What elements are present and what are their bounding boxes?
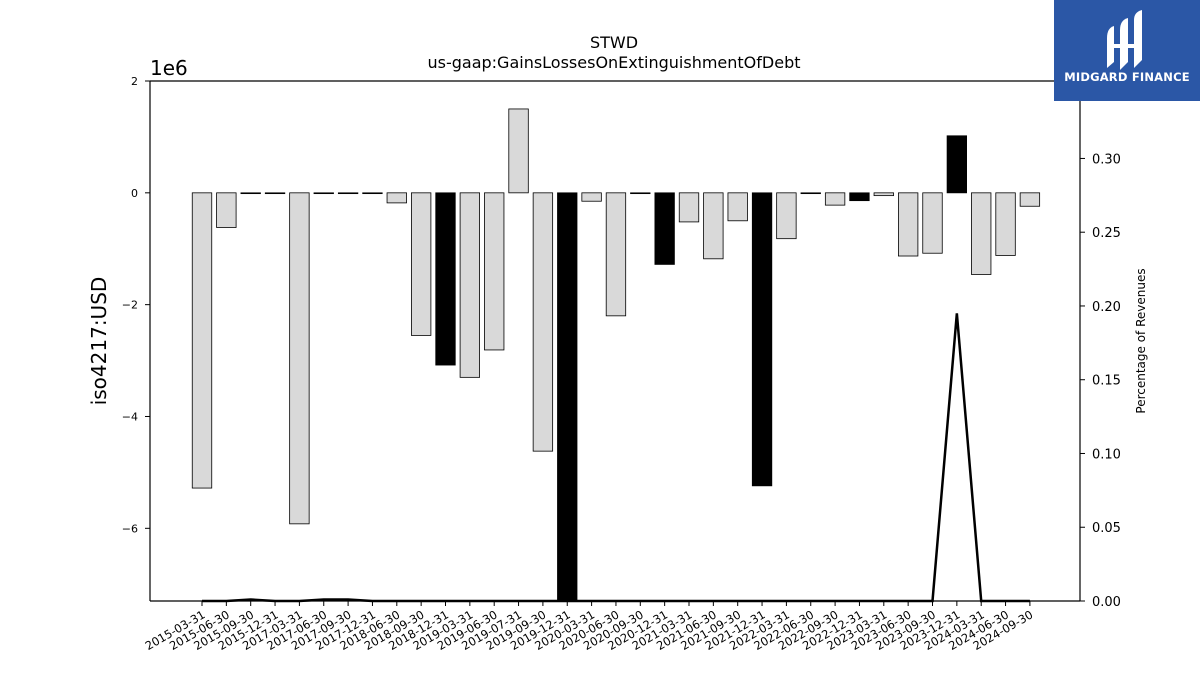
line-group (202, 313, 1030, 603)
y2-tick-label: 0.15 (1092, 374, 1121, 389)
bar-2019-06-30 (484, 192, 505, 351)
bar-2018-12-31 (435, 192, 456, 366)
bar-2021-09-30 (727, 192, 748, 222)
midgard-logo-icon (1107, 10, 1142, 70)
bar-2017-03-31 (289, 192, 310, 525)
y-tick-label: −6 (122, 522, 138, 535)
bar-2017-06-30 (313, 192, 334, 195)
y2-tick-label: 0.00 (1092, 595, 1121, 610)
y-tick-label: −2 (122, 299, 138, 312)
bar-2019-12-31 (557, 192, 578, 602)
y-tick-label: 0 (131, 187, 138, 200)
axes-group: 20−2−4−60.000.050.100.150.200.250.302015… (122, 75, 1121, 653)
bar-2017-12-31 (362, 192, 383, 195)
bar-2024-03-31 (971, 192, 992, 275)
bar-2015-06-30 (216, 192, 237, 228)
bar-2021-06-30 (703, 192, 724, 260)
chart-title: STWD (590, 33, 638, 52)
bar-2024-06-30 (995, 192, 1016, 256)
y2-tick-label: 0.25 (1092, 226, 1121, 241)
bar-2017-09-30 (337, 192, 359, 195)
bar-2019-09-30 (532, 192, 554, 452)
y-tick-label: −4 (122, 410, 138, 423)
bar-2024-09-30 (1019, 192, 1041, 207)
y2-tick-label: 0.05 (1092, 521, 1121, 536)
brand-name: MIDGARD FINANCE (1064, 70, 1190, 84)
bar-2015-03-31 (191, 192, 213, 489)
chart-subtitle: us-gaap:GainsLossesOnExtinguishmentOfDeb… (427, 53, 800, 72)
series-line-percentage-of-revenues (202, 313, 1030, 603)
y2-axis-label: Percentage of Revenues (1134, 268, 1148, 413)
y-offset-label: 1e6 (150, 56, 188, 80)
bar-2023-12-31 (946, 135, 967, 194)
y2-tick-label: 0.10 (1092, 447, 1121, 462)
bar-2023-09-30 (922, 192, 943, 254)
bar-2015-12-31 (264, 192, 286, 195)
bar-2022-03-31 (776, 192, 797, 240)
bar-2020-03-31 (581, 192, 602, 202)
bar-2022-12-31 (849, 192, 870, 202)
bar-2020-06-30 (605, 192, 627, 317)
bar-2022-09-30 (824, 192, 846, 206)
y2-tick-label: 0.20 (1092, 300, 1121, 315)
y2-tick-label: 0.30 (1092, 152, 1121, 167)
bar-2023-03-31 (873, 192, 894, 197)
bar-2022-06-30 (800, 192, 821, 195)
y-tick-label: 2 (131, 75, 138, 88)
bar-2015-09-30 (240, 192, 261, 195)
bar-2021-12-31 (751, 192, 773, 487)
bar-2020-09-30 (630, 192, 651, 195)
bar-2021-03-31 (678, 192, 700, 223)
y-axis-label: iso4217:USD (87, 277, 111, 406)
brand-logo: MIDGARD FINANCE (1054, 0, 1200, 101)
bar-2023-06-30 (898, 192, 919, 257)
bar-group (191, 108, 1041, 602)
bar-2019-07-31 (508, 108, 529, 194)
bar-2019-03-31 (459, 192, 481, 378)
bar-2018-06-30 (386, 192, 407, 204)
bar-2018-09-30 (410, 192, 432, 336)
bar-2020-12-31 (654, 192, 675, 265)
